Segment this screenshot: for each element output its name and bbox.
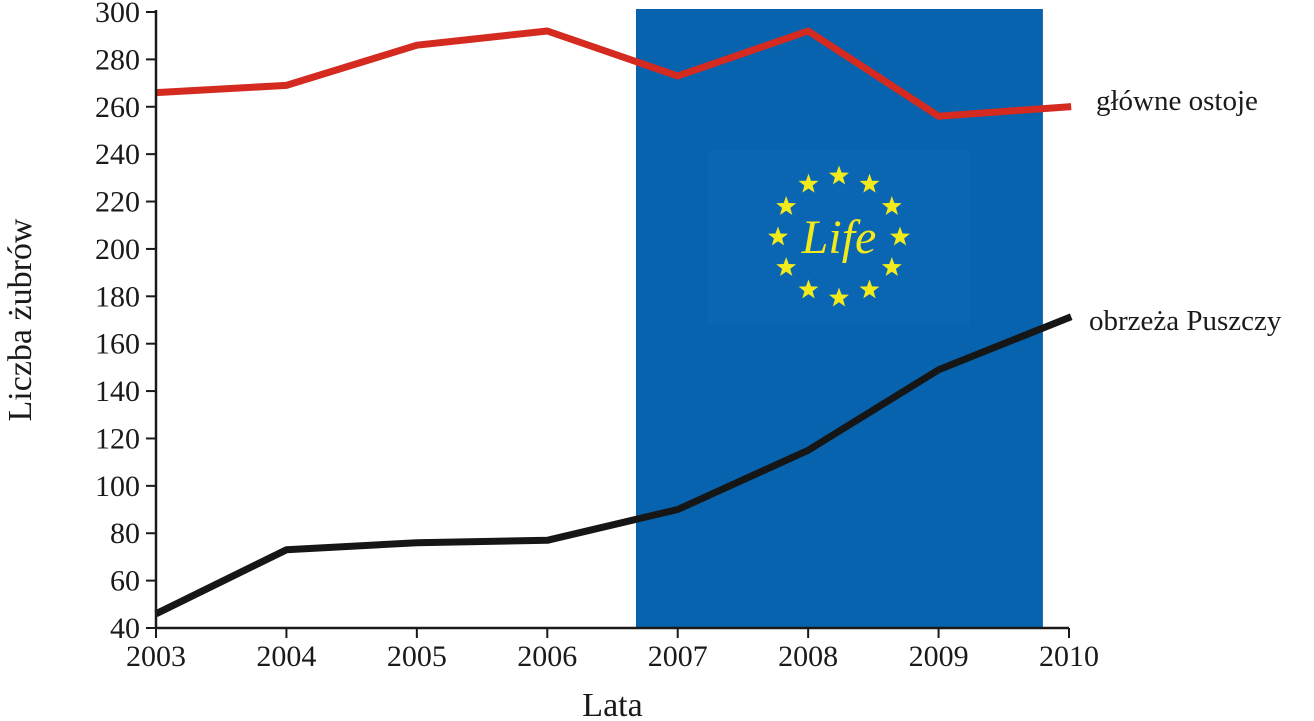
y-tick-label: 240: [95, 138, 140, 171]
series-label-2: obrzeża Puszczy: [1089, 305, 1282, 337]
logo-star-icon: [829, 165, 849, 185]
y-tick-label: 140: [95, 375, 140, 408]
logo-star-icon: [776, 257, 797, 276]
x-tick-label: 2004: [256, 640, 316, 673]
y-tick-label: 120: [95, 422, 140, 455]
logo-star-icon: [859, 173, 880, 193]
logo-star-icon: [768, 226, 788, 246]
logo-star-icon: [776, 196, 797, 215]
eu-life-logo: Life: [708, 150, 970, 325]
logo-text: Life: [801, 211, 877, 264]
x-tick-label: 2007: [648, 640, 708, 673]
x-tick-label: 2009: [909, 640, 969, 673]
logo-star-icon: [890, 226, 910, 246]
logo-star-icon: [881, 196, 902, 215]
logo-star-icon: [798, 279, 819, 299]
y-tick-label: 260: [95, 91, 140, 124]
y-tick-label: 200: [95, 233, 140, 266]
series-line-2: [154, 313, 1073, 617]
y-tick-label: 40: [110, 612, 140, 645]
y-tick-label: 100: [95, 470, 140, 503]
logo-star-icon: [829, 287, 849, 307]
logo-star-icon: [859, 279, 880, 299]
logo-star-icon: [798, 173, 819, 193]
axes: [146, 10, 1070, 638]
y-axis-title: Liczba żubrów: [2, 218, 39, 421]
x-tick-label: 2003: [126, 640, 186, 673]
logo-star-icon: [881, 257, 902, 276]
x-axis-title: Lata: [582, 687, 642, 721]
x-tick-label: 2006: [517, 640, 577, 673]
labels: główne ostoje obrzeża Puszczy 40 60 80 100 120…: [2, 0, 1282, 721]
y-tick-label: 160: [95, 328, 140, 361]
y-tick-label: 280: [95, 43, 140, 76]
y-tick-label: 80: [110, 517, 140, 550]
y-tick-label: 220: [95, 186, 140, 219]
y-tick-label: 180: [95, 280, 140, 313]
y-tick-label: 60: [110, 565, 140, 598]
series-line-1: [155, 27, 1072, 120]
series-lines: [154, 27, 1073, 617]
x-tick-label: 2010: [1039, 640, 1099, 673]
y-tick-label: 300: [95, 0, 140, 29]
series-label-1: główne ostoje: [1096, 85, 1258, 117]
x-tick-label: 2005: [387, 640, 447, 673]
x-tick-label: 2008: [778, 640, 838, 673]
